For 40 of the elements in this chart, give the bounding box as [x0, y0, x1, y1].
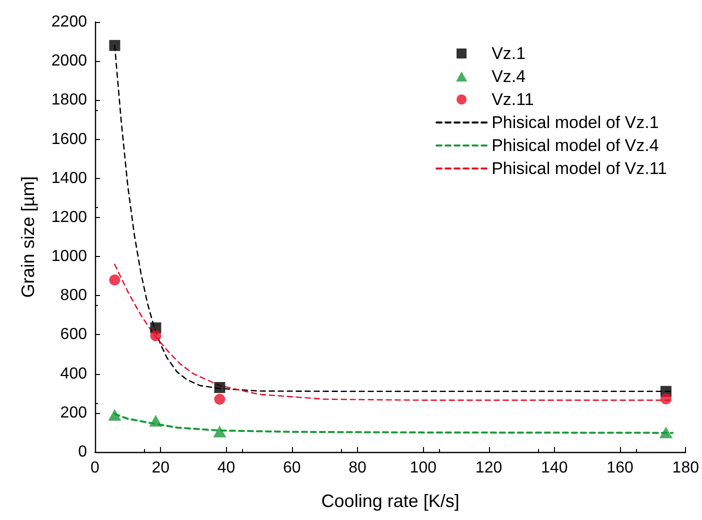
point — [214, 394, 226, 405]
point — [214, 382, 226, 393]
y-tick-label: 400 — [60, 365, 88, 382]
y-tick-label: 800 — [60, 287, 88, 304]
x-tick-label: 100 — [410, 460, 437, 476]
point — [213, 426, 226, 438]
y-tick-label: 1800 — [51, 92, 88, 109]
y-tick-label: 200 — [60, 404, 88, 422]
point — [149, 414, 162, 427]
point — [660, 393, 672, 404]
legend-label: Phisical model of Vz.4 — [492, 136, 659, 155]
y-tick-label: 2000 — [51, 52, 88, 70]
x-tick-label: 80 — [348, 460, 367, 476]
x-tick-label: 20 — [152, 460, 170, 476]
y-axis-title: Grain size [µm] — [18, 176, 38, 298]
x-tick-label: 60 — [282, 460, 301, 476]
point — [150, 330, 162, 342]
point — [659, 426, 672, 438]
y-tick-label: 1200 — [51, 208, 88, 226]
y-tick-label: 2200 — [51, 14, 88, 30]
point — [109, 40, 120, 51]
y-tick-label: 600 — [60, 326, 88, 344]
point — [109, 274, 120, 286]
legend-label: Vz.4 — [492, 67, 526, 86]
y-tick-label: 1400 — [51, 170, 88, 187]
x-tick-label: 180 — [672, 460, 700, 476]
legend-label: Vz.11 — [492, 90, 534, 109]
y-tick-label: 1000 — [51, 248, 88, 266]
x-axis-title: Cooling rate [K/s] — [321, 491, 460, 511]
x-tick-label: 40 — [217, 460, 236, 476]
x-tick-label: 120 — [475, 460, 502, 476]
x-tick-label: 0 — [90, 460, 100, 476]
legend-label: Phisical model of Vz.11 — [492, 159, 667, 178]
y-tick-label: 1600 — [51, 130, 88, 148]
legend-label: Phisical model of Vz.1 — [492, 113, 659, 132]
y-tick-label: 0 — [78, 444, 88, 460]
point — [108, 409, 122, 421]
x-tick-label: 140 — [541, 460, 568, 476]
x-tick-label: 160 — [606, 460, 634, 476]
legend-label: Vz.1 — [492, 44, 526, 63]
